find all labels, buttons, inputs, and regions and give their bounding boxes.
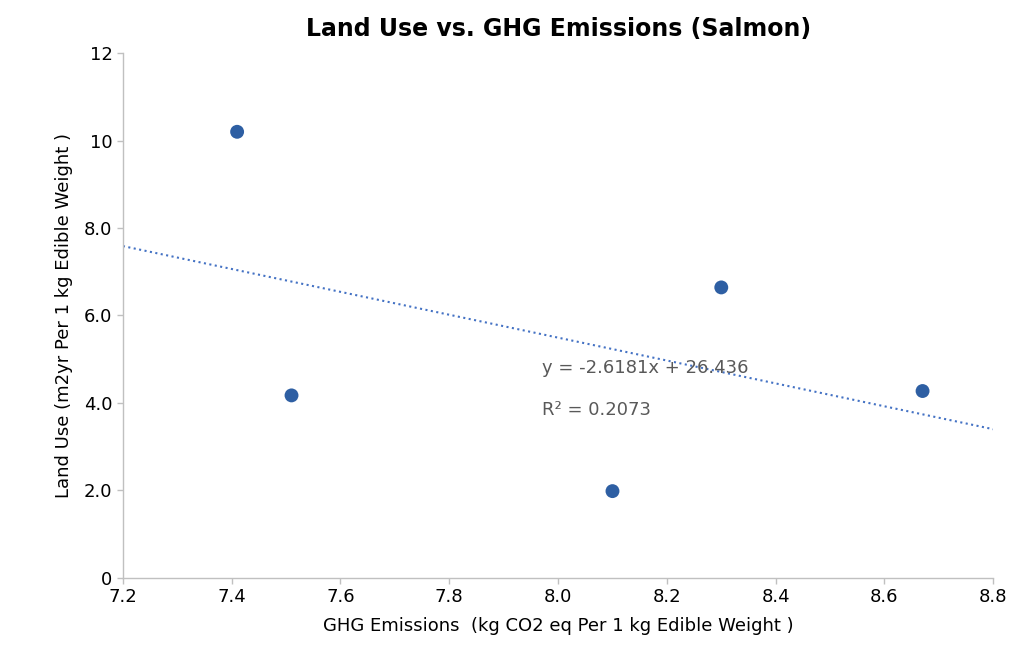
X-axis label: GHG Emissions  (kg CO2 eq Per 1 kg Edible Weight ): GHG Emissions (kg CO2 eq Per 1 kg Edible… xyxy=(323,618,794,635)
Point xyxy=(229,127,246,137)
Point xyxy=(284,390,300,400)
Point xyxy=(713,282,729,293)
Text: y = -2.6181x + 26.436: y = -2.6181x + 26.436 xyxy=(542,359,749,376)
Text: R² = 0.2073: R² = 0.2073 xyxy=(542,400,651,418)
Title: Land Use vs. GHG Emissions (Salmon): Land Use vs. GHG Emissions (Salmon) xyxy=(305,17,811,41)
Point xyxy=(604,486,621,497)
Point xyxy=(914,386,931,396)
Y-axis label: Land Use (m2yr Per 1 kg Edible Weight ): Land Use (m2yr Per 1 kg Edible Weight ) xyxy=(55,133,73,498)
